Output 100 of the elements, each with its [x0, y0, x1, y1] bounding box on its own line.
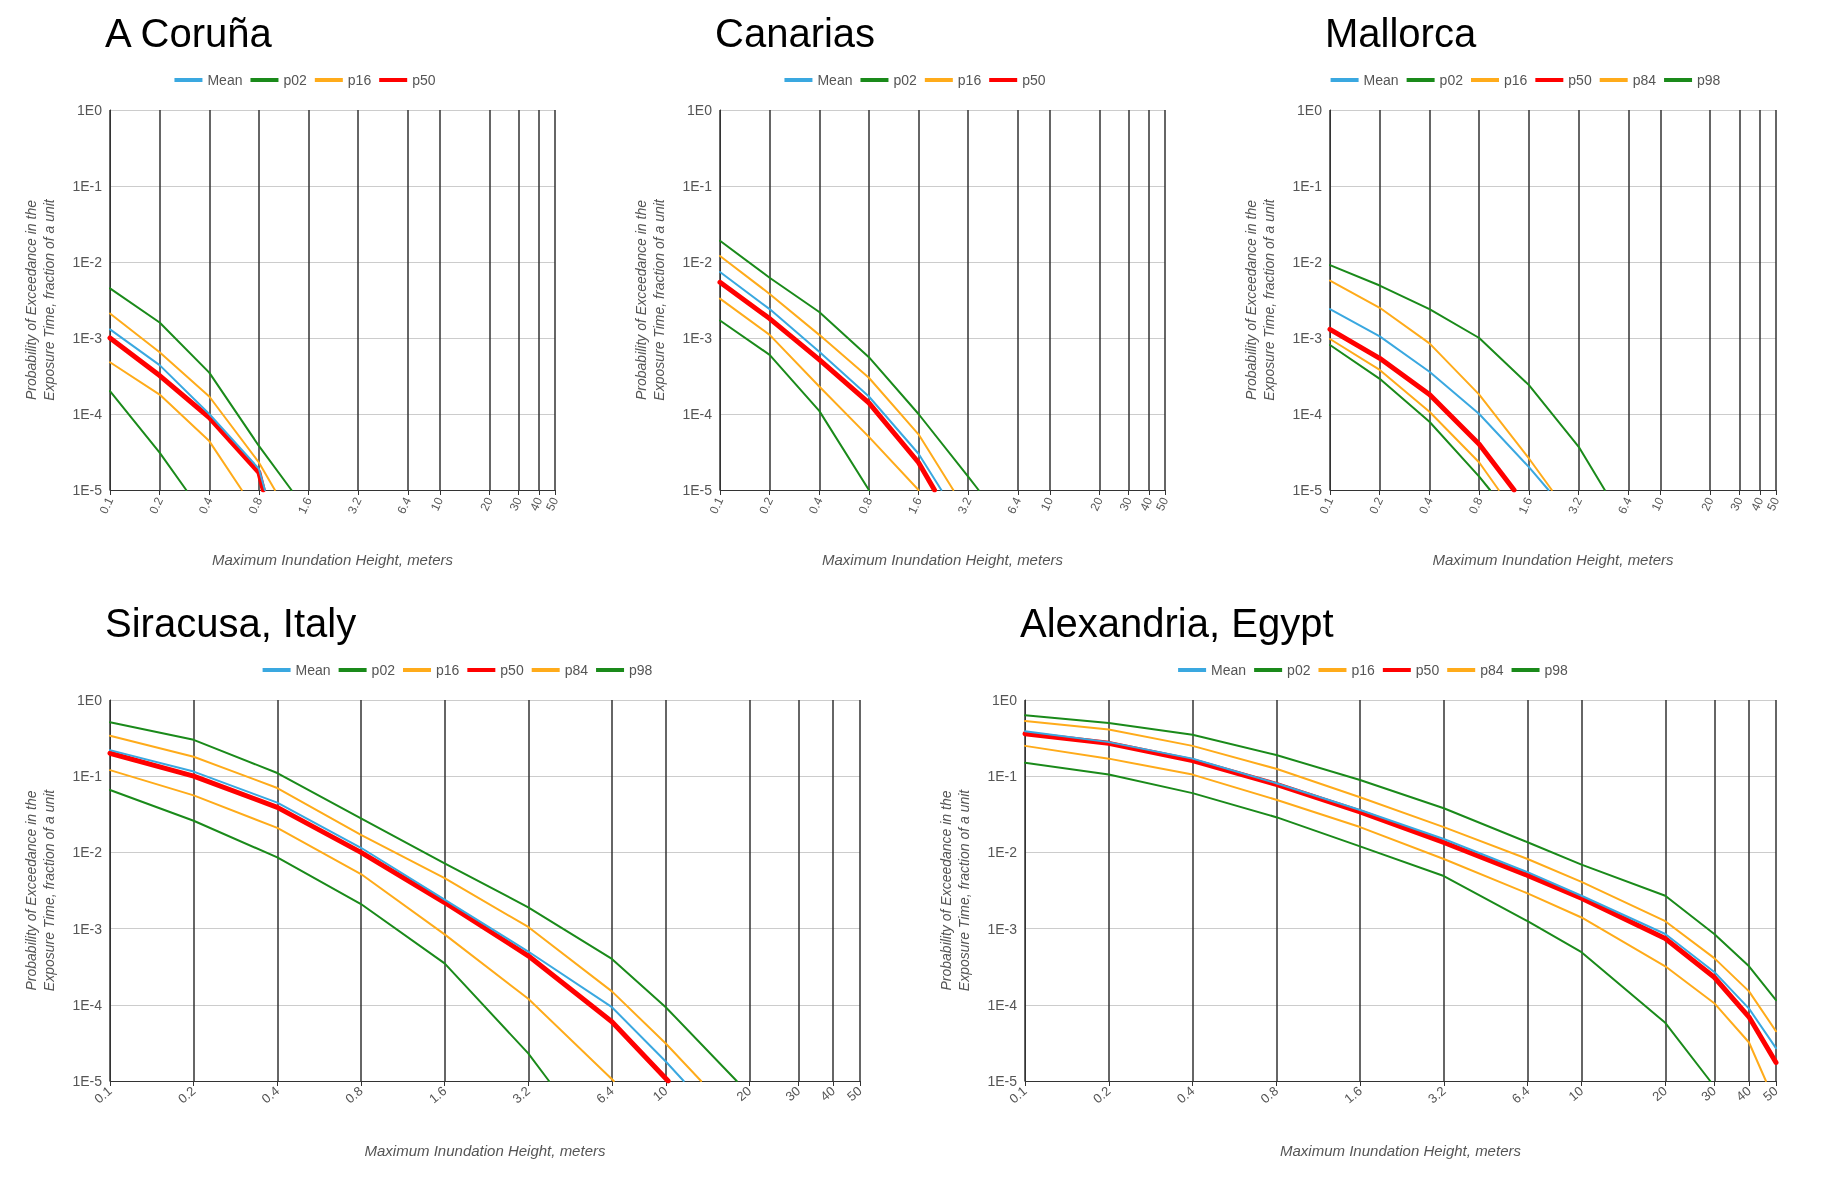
x-tick-label: 3.2: [509, 1083, 534, 1107]
legend-label: p98: [629, 662, 653, 678]
y-axis-title: Probability of Exceedance in the Exposure Time, fraction of a unit: [633, 198, 667, 401]
y-tick-label: 1E0: [77, 102, 103, 118]
y-tick-label: 1E-3: [682, 330, 713, 346]
x-tick-label: 1.6: [1515, 494, 1536, 517]
legend-label: p50: [1022, 72, 1046, 88]
chart-title: Mallorca: [1325, 11, 1477, 55]
x-tick-label: 3.2: [344, 494, 365, 517]
x-tick-label: 0.8: [855, 494, 876, 517]
y-tick-label: 1E0: [992, 692, 1018, 708]
y-tick-label: 1E-1: [72, 178, 103, 194]
legend-label: p16: [347, 72, 372, 88]
line-series: [719, 297, 920, 491]
x-tick-label: 1.6: [425, 1083, 450, 1107]
x-axis-title: Maximum Inundation Height, meters: [364, 1142, 606, 1159]
x-tick-label: 50: [543, 494, 562, 514]
x-tick-label: 20: [477, 494, 496, 514]
x-tick-label: 3.2: [1565, 494, 1586, 517]
chart-title: A Coruña: [105, 11, 273, 55]
y-axis-title: Probability of Exceedance in the Exposure Time, fraction of a unit: [1243, 198, 1277, 401]
x-tick-label: 0.8: [1257, 1083, 1282, 1107]
x-tick-label: 6.4: [593, 1083, 617, 1107]
x-axis-title: Maximum Inundation Height, meters: [1280, 1142, 1522, 1159]
legend-label: Mean: [1363, 72, 1399, 88]
x-tick-label: 6.4: [394, 494, 415, 517]
legend-label: p16: [1351, 662, 1376, 678]
x-tick-label: 40: [527, 494, 546, 514]
legend-label: Mean: [1211, 662, 1247, 678]
y-tick-label: 1E-3: [72, 920, 103, 937]
y-tick-label: 1E-4: [987, 996, 1018, 1013]
line-series: [719, 319, 870, 491]
x-tick-label: 0.4: [1416, 494, 1436, 517]
legend-label: p02: [371, 662, 396, 678]
x-tick-label: 1.6: [905, 494, 926, 517]
x-tick-label: 30: [782, 1083, 804, 1105]
x-tick-label: 0.2: [146, 494, 167, 517]
x-tick-label: 50: [1153, 494, 1172, 514]
legend-label: Mean: [817, 72, 853, 88]
x-tick-label: 10: [1565, 1083, 1587, 1105]
x-tick-label: 30: [506, 494, 525, 514]
y-tick-label: 1E0: [1297, 102, 1323, 118]
x-tick-label: 30: [1727, 494, 1746, 514]
x-tick-label: 40: [1137, 494, 1156, 514]
y-tick-label: 1E-4: [72, 406, 103, 422]
x-tick-label: 20: [1698, 494, 1717, 514]
x-tick-label: 40: [1748, 494, 1767, 514]
x-tick-label: 6.4: [1004, 494, 1025, 517]
legend-label: p50: [500, 662, 524, 678]
x-tick-label: 10: [1037, 494, 1057, 514]
y-tick-label: 1E-1: [987, 768, 1018, 785]
legend-label: p50: [1568, 72, 1592, 88]
legend-label: p16: [957, 72, 982, 88]
x-tick-label: 0.2: [1090, 1083, 1114, 1107]
y-tick-label: 1E-4: [72, 996, 103, 1013]
legend-label: Mean: [295, 662, 331, 678]
legend-label: p98: [1544, 662, 1569, 678]
y-tick-label: 1E-1: [1292, 178, 1323, 194]
x-tick-label: 20: [1649, 1083, 1671, 1105]
legend-label: p02: [1439, 72, 1464, 88]
x-tick-label: 40: [1733, 1083, 1754, 1105]
legend-label: p98: [1697, 72, 1721, 88]
x-tick-label: 10: [427, 494, 447, 514]
x-tick-label: 0.4: [1173, 1083, 1198, 1107]
x-tick-label: 6.4: [1615, 494, 1635, 517]
x-tick-label: 20: [733, 1083, 755, 1105]
y-tick-label: 1E-2: [987, 844, 1018, 861]
legend-label: p50: [1415, 662, 1440, 678]
y-axis-title: Probability of Exceedance in the Exposure Time, fraction of a unit: [23, 198, 57, 401]
x-axis-title: Maximum Inundation Height, meters: [1432, 551, 1674, 568]
x-tick-label: 0.2: [1366, 494, 1387, 517]
y-tick-label: 1E-3: [72, 330, 103, 346]
x-tick-label: 3.2: [1425, 1083, 1449, 1107]
legend-label: p50: [412, 72, 436, 88]
x-tick-label: 30: [1698, 1083, 1720, 1105]
x-tick-label: 0.4: [195, 494, 216, 517]
x-tick-label: 50: [1764, 494, 1783, 514]
x-tick-label: 6.4: [1508, 1083, 1533, 1107]
chart-title: Alexandria, Egypt: [1020, 601, 1334, 645]
x-tick-label: 0.8: [245, 494, 266, 517]
y-tick-label: 1E-2: [72, 844, 103, 861]
y-axis-title: Probability of Exceedance in the Exposure Time, fraction of a unit: [23, 788, 57, 992]
line-series: [109, 769, 615, 1082]
y-tick-label: 1E-4: [1292, 406, 1323, 422]
legend-label: p16: [1503, 72, 1528, 88]
legend-label: p02: [1287, 662, 1311, 678]
y-tick-label: 1E-3: [1292, 330, 1323, 346]
y-tick-label: 1E-4: [682, 406, 713, 422]
x-tick-label: 3.2: [954, 494, 975, 517]
x-tick-label: 1.6: [295, 494, 316, 517]
x-tick-label: 40: [817, 1083, 838, 1105]
x-tick-label: 0.4: [258, 1083, 283, 1107]
y-tick-label: 1E-2: [72, 254, 103, 270]
legend-label: p02: [283, 72, 308, 88]
chart-title: Canarias: [715, 11, 876, 55]
x-tick-label: 0.2: [174, 1083, 199, 1107]
x-axis-title: Maximum Inundation Height, meters: [822, 551, 1064, 568]
legend-label: p84: [1632, 72, 1657, 88]
x-tick-label: 50: [1760, 1083, 1781, 1105]
x-axis-title: Maximum Inundation Height, meters: [212, 551, 454, 568]
